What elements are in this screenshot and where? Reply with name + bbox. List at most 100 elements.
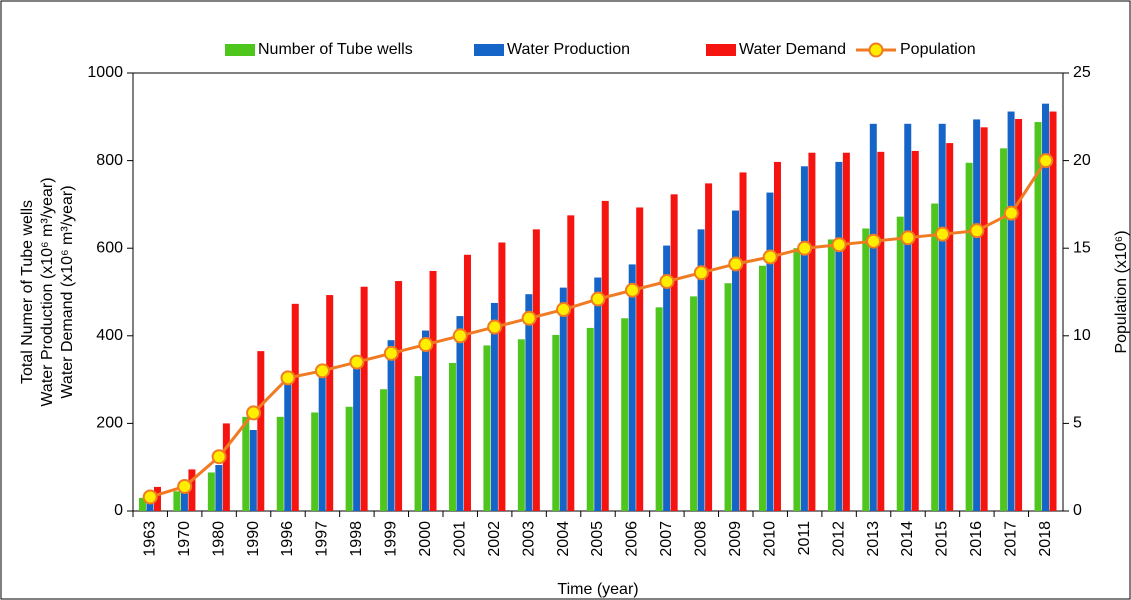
bar	[153, 486, 161, 511]
bar	[517, 339, 525, 511]
bar	[173, 491, 181, 511]
marker	[762, 249, 778, 265]
bar	[180, 486, 188, 511]
y2-tick-label: 10	[1073, 327, 1091, 344]
bar	[353, 362, 361, 511]
x-tick-label: 2006	[624, 521, 641, 557]
bar	[567, 215, 575, 511]
bar	[483, 345, 491, 511]
bar	[690, 296, 698, 511]
bar	[773, 161, 781, 511]
bar	[938, 123, 946, 512]
y2-tick-label: 20	[1073, 152, 1091, 169]
bar	[1000, 148, 1008, 511]
x-tick-label: 2012	[830, 521, 847, 557]
marker	[487, 319, 503, 335]
bar	[222, 423, 230, 511]
marker	[969, 223, 985, 239]
bar	[345, 406, 353, 511]
x-tick-label: 1980	[210, 521, 227, 557]
x-tick-label: 2014	[899, 521, 916, 557]
bar	[318, 368, 326, 511]
bar	[670, 194, 678, 512]
marker	[418, 337, 434, 353]
marker	[211, 449, 227, 465]
x-tick-label: 2016	[968, 521, 985, 557]
bar	[594, 277, 602, 511]
x-tick-label: 2008	[693, 521, 710, 557]
y-tick-label: 400	[96, 327, 123, 344]
marker	[142, 489, 158, 505]
marker	[590, 291, 606, 307]
bar	[422, 330, 430, 511]
bar	[311, 412, 319, 511]
y2-tick-label: 0	[1073, 502, 1082, 519]
y2-axis-label: Population (x10⁶)	[1113, 230, 1130, 353]
bar	[429, 270, 437, 511]
bar	[793, 248, 801, 511]
x-tick-label: 2000	[417, 521, 434, 557]
x-tick-label: 2015	[934, 521, 951, 557]
bar	[463, 254, 471, 511]
marker	[1038, 153, 1054, 169]
bar	[1015, 118, 1023, 512]
bar	[360, 286, 368, 511]
bar	[621, 318, 629, 511]
x-tick-label: 1996	[279, 521, 296, 557]
bar	[559, 287, 567, 511]
marker	[556, 302, 572, 318]
bar	[387, 340, 395, 511]
bar	[284, 375, 292, 511]
bar	[808, 152, 816, 511]
x-tick-label: 1970	[176, 521, 193, 557]
marker	[624, 282, 640, 298]
bar	[291, 303, 299, 511]
bar	[1034, 122, 1042, 511]
y-tick-label: 200	[96, 415, 123, 432]
bar	[326, 295, 334, 511]
bar	[904, 123, 912, 512]
y-axis-label: Water Demand (x10⁶ m³/year)	[59, 185, 76, 398]
bar	[800, 166, 808, 511]
bar	[655, 307, 663, 511]
bar	[980, 127, 988, 511]
x-tick-label: 2010	[761, 521, 778, 557]
y-tick-label: 800	[96, 152, 123, 169]
bar	[835, 161, 843, 511]
legend-swatch	[474, 44, 504, 56]
x-tick-label: 2003	[520, 521, 537, 557]
x-tick-label: 2017	[1003, 521, 1020, 557]
x-tick-label: 2005	[589, 521, 606, 557]
bar	[697, 229, 705, 511]
marker	[831, 237, 847, 253]
y-tick-label: 0	[114, 502, 123, 519]
bar	[705, 183, 713, 511]
bar	[896, 216, 904, 511]
bar	[724, 283, 732, 511]
bar	[739, 172, 747, 511]
bar	[663, 245, 671, 511]
legend-swatch	[225, 44, 255, 56]
marker	[452, 328, 468, 344]
x-tick-label: 2007	[658, 521, 675, 557]
bar	[1007, 111, 1015, 511]
y2-tick-label: 15	[1073, 239, 1091, 256]
bar	[628, 264, 636, 511]
y-axis-label: Total Numer of Tube wells	[19, 200, 36, 384]
y-axis-label: Water Production (x10⁶ m³/year)	[39, 177, 56, 406]
marker	[1003, 205, 1019, 221]
bar	[877, 151, 885, 511]
legend-label: Water Demand	[739, 41, 846, 58]
x-tick-label: 2011	[796, 521, 813, 556]
bar	[257, 351, 265, 511]
legend-label: Water Production	[507, 41, 630, 58]
marker	[797, 240, 813, 256]
bar	[380, 389, 388, 511]
bar	[498, 242, 506, 512]
marker	[659, 273, 675, 289]
bar	[532, 229, 540, 511]
marker	[866, 233, 882, 249]
x-tick-label: 1997	[314, 521, 331, 557]
